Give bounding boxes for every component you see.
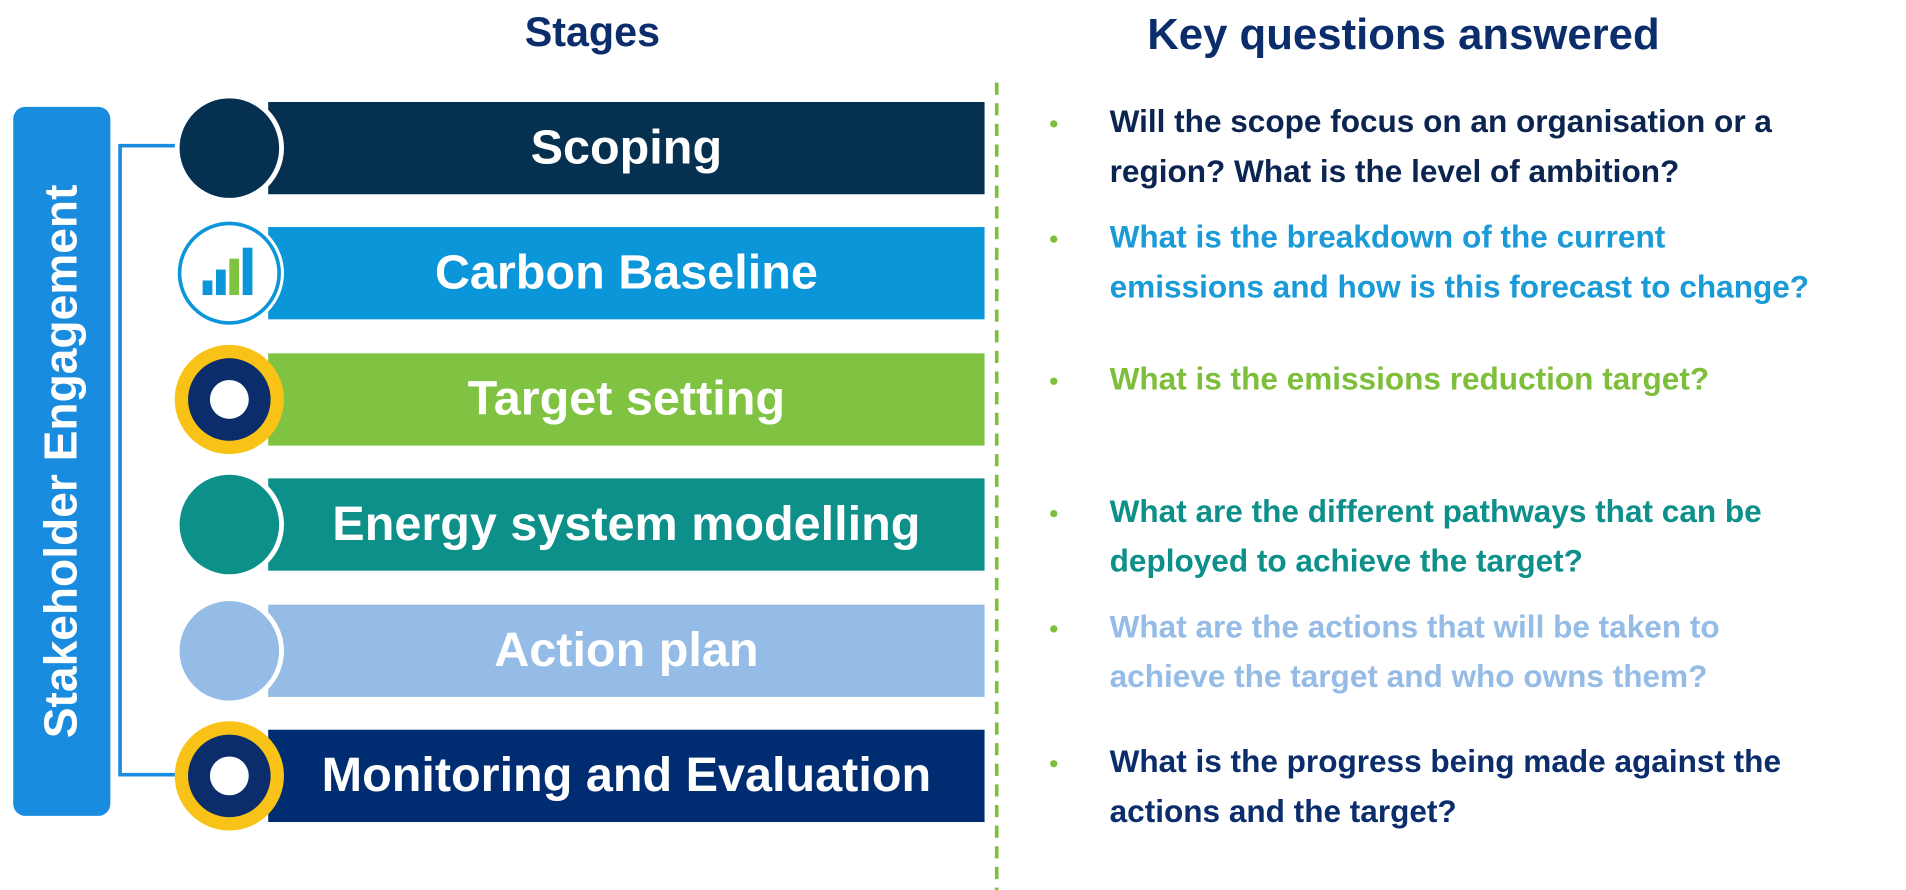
stage-bar (268, 604, 985, 697)
stage-bar (268, 101, 985, 195)
stage-bar (268, 729, 985, 823)
stage-label: Action plan (494, 623, 758, 677)
question-line: emissions and how is this forecast to ch… (1110, 268, 1809, 304)
icon-bar (215, 269, 226, 296)
stage-label: Target setting (468, 372, 785, 426)
question-line: actions and the target? (1110, 793, 1457, 829)
question-line: What is the emissions reduction target? (1110, 361, 1709, 397)
stage-label: Energy system modelling (332, 497, 920, 551)
stage-label: Scoping (531, 120, 723, 174)
question-line: What is the progress being made against … (1110, 743, 1781, 779)
bullet (1050, 377, 1058, 385)
stage-bar (268, 478, 985, 571)
stage-icon-inner (179, 98, 280, 198)
bullet (1050, 235, 1058, 243)
question-line: What are the actions that will be taken … (1110, 608, 1720, 644)
stage-icon-inner (179, 474, 280, 575)
bullet (1050, 120, 1058, 128)
icon-bar (229, 258, 240, 296)
stage-icon-inner (179, 601, 280, 701)
stage-bar (268, 227, 985, 320)
rows: Scoping Will the scope focus on an organi… (174, 93, 1809, 831)
stage-label: Carbon Baseline (435, 245, 818, 299)
bullet (1050, 509, 1058, 518)
stage-label: Monitoring and Evaluation (322, 748, 932, 802)
question-line: achieve the target and who owns them? (1110, 658, 1708, 694)
connector (118, 143, 184, 777)
side-label: Stakeholder Engagement (34, 185, 86, 739)
questions-title: Key questions answered (1147, 10, 1659, 59)
stage-bar (268, 353, 985, 446)
question-line: What is the breakdown of the current (1110, 219, 1666, 255)
bullet (1050, 760, 1058, 768)
stage-icon-dot (209, 756, 249, 796)
question-line: region? What is the level of ambition? (1110, 153, 1680, 189)
stage-icon-dot (209, 380, 249, 419)
side-panel (13, 106, 111, 816)
bullet (1050, 625, 1058, 633)
icon-bar (242, 247, 253, 296)
question-line: What are the different pathways that can… (1110, 493, 1762, 529)
stages-title: Stages (525, 9, 660, 55)
icon-bar (202, 280, 213, 296)
question-line: Will the scope focus on an organisation … (1110, 103, 1773, 139)
question-line: deployed to achieve the target? (1110, 543, 1583, 579)
